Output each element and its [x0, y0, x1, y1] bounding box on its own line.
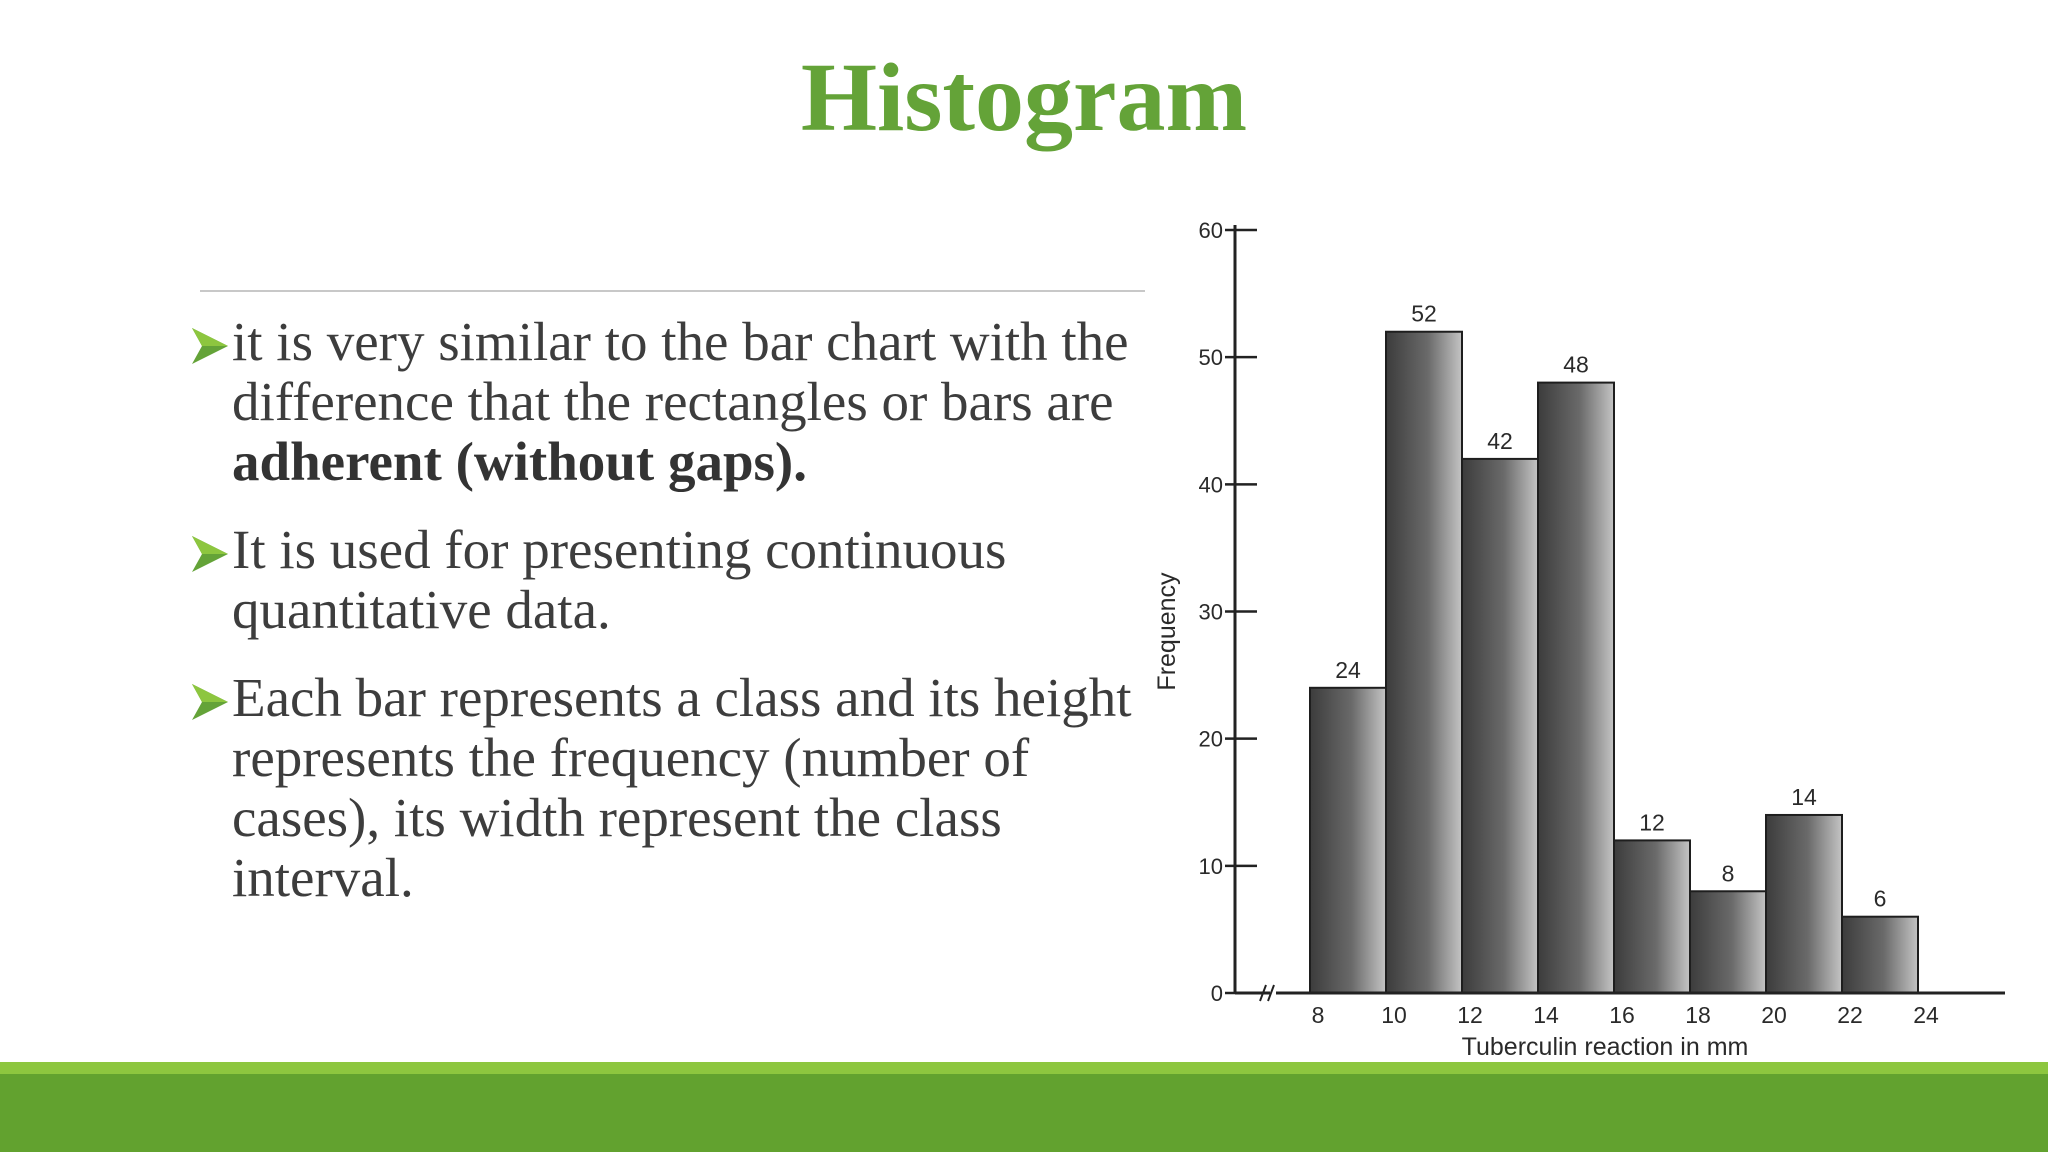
- bullet-item: It is used for presenting continuous qua…: [190, 520, 1150, 640]
- bullet-list: it is very similar to the bar chart with…: [190, 312, 1150, 936]
- y-tick-label: 0: [1211, 981, 1223, 1006]
- histogram-bar: [1841, 915, 1919, 995]
- x-tick-label: 18: [1685, 1002, 1711, 1028]
- bullet-text: Each bar represents a class and its heig…: [232, 667, 1132, 908]
- bullet-emphasis: adherent (without gaps).: [232, 431, 808, 492]
- data-label: 48: [1563, 352, 1589, 378]
- y-tick-label: 60: [1199, 218, 1223, 243]
- data-label: 14: [1791, 784, 1817, 810]
- x-tick-label: 8: [1312, 1002, 1325, 1028]
- x-axis-title: Tuberculin reaction in mm: [1462, 1033, 1749, 1061]
- x-tick-label: 16: [1609, 1002, 1635, 1028]
- arrow-right-icon: [192, 536, 228, 572]
- x-tick-label: 20: [1761, 1002, 1787, 1028]
- data-label: 6: [1874, 886, 1887, 912]
- data-label: 12: [1639, 809, 1665, 835]
- histogram-bar: [1689, 890, 1767, 994]
- arrow-right-icon: [192, 328, 228, 364]
- x-tick-label: 24: [1913, 1002, 1939, 1028]
- bullet-segment: it is very similar to the bar chart with…: [232, 311, 1129, 432]
- histogram-bar: [1765, 813, 1843, 995]
- y-tick-label: 40: [1199, 472, 1223, 497]
- x-tick-label: 10: [1381, 1002, 1407, 1028]
- bullet-text: it is very similar to the bar chart with…: [232, 311, 1129, 492]
- footer-bar: [0, 1074, 2048, 1152]
- histogram-bar: [1385, 330, 1463, 994]
- data-label: 24: [1335, 657, 1361, 683]
- bullet-item: Each bar represents a class and its heig…: [190, 668, 1150, 908]
- histogram-bar: [1309, 686, 1387, 994]
- y-tick-label: 10: [1199, 854, 1223, 879]
- histogram-bar: [1613, 839, 1691, 995]
- bullet-segment: It is used for presenting continuous qua…: [232, 519, 1007, 640]
- axis-break-mark: [1259, 984, 1267, 1002]
- x-tick-label: 12: [1457, 1002, 1483, 1028]
- axis-break-mark: [1267, 984, 1275, 1002]
- arrow-right-icon: [192, 684, 228, 720]
- data-label: 42: [1487, 428, 1513, 454]
- bullet-text: It is used for presenting continuous qua…: [232, 519, 1006, 640]
- data-label: 8: [1722, 860, 1735, 886]
- bullet-segment: Each bar represents a class and its heig…: [232, 667, 1132, 908]
- x-tick-label: 22: [1837, 1002, 1863, 1028]
- y-axis-title: Frequency: [1153, 572, 1181, 691]
- data-label: 52: [1411, 301, 1437, 327]
- bullet-item: it is very similar to the bar chart with…: [190, 312, 1150, 492]
- footer-accent-strip: [0, 1062, 2048, 1074]
- slide-title: Histogram: [800, 44, 1248, 152]
- y-tick-label: 30: [1199, 600, 1223, 625]
- histogram-bar: [1461, 457, 1539, 994]
- histogram-bar: [1537, 381, 1615, 995]
- y-tick-label: 50: [1199, 345, 1223, 370]
- y-tick-label: 20: [1199, 727, 1223, 752]
- x-tick-label: 14: [1533, 1002, 1559, 1028]
- title-divider: [200, 290, 1145, 292]
